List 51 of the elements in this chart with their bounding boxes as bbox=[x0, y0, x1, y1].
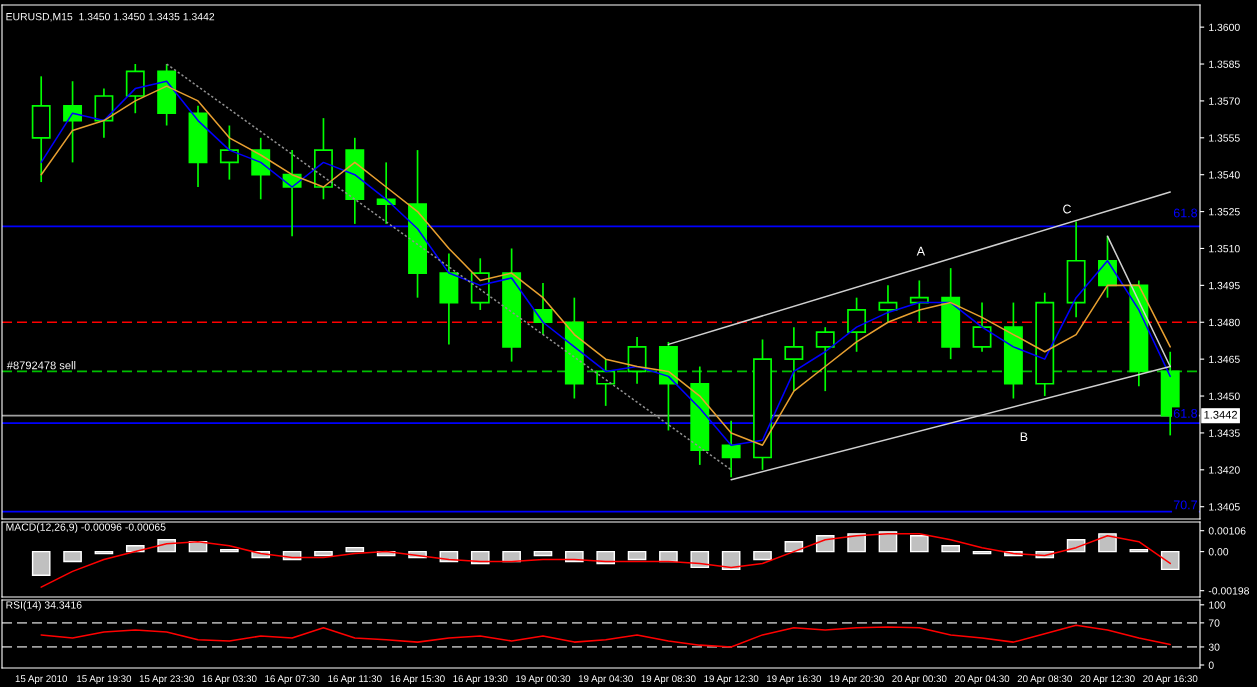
y-tick-label: 70 bbox=[1208, 619, 1220, 627]
y-tick-label: 1.3570 bbox=[1209, 97, 1240, 105]
x-tick-label: 16 Apr 11:30 bbox=[328, 675, 382, 685]
y-tick-label: 1.3555 bbox=[1209, 134, 1240, 142]
y-tick-label: 1.3420 bbox=[1209, 466, 1240, 474]
x-tick-label: 19 Apr 16:30 bbox=[767, 675, 822, 685]
y-tick-label: 100 bbox=[1209, 601, 1226, 609]
x-tick-label: 16 Apr 19:30 bbox=[453, 675, 508, 685]
x-tick-label: 20 Apr 16:30 bbox=[1143, 675, 1198, 685]
x-tick-label: 20 Apr 00:30 bbox=[892, 675, 947, 685]
y-tick-label: 1.3465 bbox=[1209, 355, 1240, 364]
y-tick-label: 1.3600 bbox=[1209, 23, 1240, 32]
annotation: 61.8 bbox=[1173, 408, 1198, 418]
x-tick-label: 19 Apr 04:30 bbox=[578, 675, 633, 685]
annotation: A bbox=[916, 246, 926, 256]
y-tick-label: 1.3495 bbox=[1209, 281, 1240, 290]
y-tick-label: 0.00 bbox=[1208, 548, 1229, 556]
annotation: 61.8 bbox=[1173, 208, 1198, 218]
y-tick-label: 30 bbox=[1208, 643, 1220, 651]
annotation: B bbox=[1020, 432, 1028, 442]
x-tick-label: 19 Apr 08:30 bbox=[641, 675, 696, 685]
y-tick-label: 1.3585 bbox=[1209, 60, 1240, 68]
y-tick-label: 1.3435 bbox=[1209, 429, 1240, 437]
x-tick-label: 20 Apr 08:30 bbox=[1017, 675, 1072, 685]
y-tick-label: 1.3525 bbox=[1209, 208, 1240, 216]
chart-title: MACD(12,26,9) -0.00096 -0.00065 bbox=[6, 523, 166, 533]
y-tick-label: 1.3480 bbox=[1209, 318, 1240, 327]
y-tick-label: 1.3510 bbox=[1209, 244, 1240, 253]
x-tick-label: 15 Apr 23:30 bbox=[139, 675, 194, 685]
y-tick-label: 1.3405 bbox=[1209, 503, 1240, 511]
text: EURUSD,M15 1.3450 1.3450 1.3435 1.3442 bbox=[6, 12, 215, 22]
x-tick-label: 19 Apr 12:30 bbox=[704, 675, 759, 685]
ref-line-label: #8792478 sell bbox=[6, 361, 76, 370]
x-tick-label: 15 Apr 2010 bbox=[15, 675, 68, 685]
annotation: C bbox=[1063, 204, 1072, 214]
x-tick-label: 16 Apr 15:30 bbox=[390, 675, 445, 685]
x-tick-label: 20 Apr 12:30 bbox=[1080, 675, 1135, 685]
ref-line-label: 1.3442 bbox=[1204, 410, 1238, 419]
y-tick-label: -0.00198 bbox=[1208, 587, 1249, 595]
annotation: 70.7 bbox=[1173, 500, 1197, 510]
x-tick-label: 16 Apr 03:30 bbox=[202, 675, 257, 685]
x-tick-label: 20 Apr 04:30 bbox=[954, 675, 1010, 685]
x-tick-label: 19 Apr 20:30 bbox=[829, 675, 884, 685]
y-tick-label: 1.3540 bbox=[1209, 171, 1240, 179]
y-tick-label: 1.3450 bbox=[1209, 392, 1240, 400]
x-tick-label: 15 Apr 19:30 bbox=[77, 675, 132, 685]
y-tick-label: 0.00106 bbox=[1208, 527, 1246, 535]
x-tick-label: 16 Apr 07:30 bbox=[265, 675, 320, 685]
y-tick-label: 0 bbox=[1208, 661, 1214, 669]
x-tick-label: 19 Apr 00:30 bbox=[516, 675, 571, 685]
chart-title: RSI(14) 34.3416 bbox=[6, 601, 82, 611]
